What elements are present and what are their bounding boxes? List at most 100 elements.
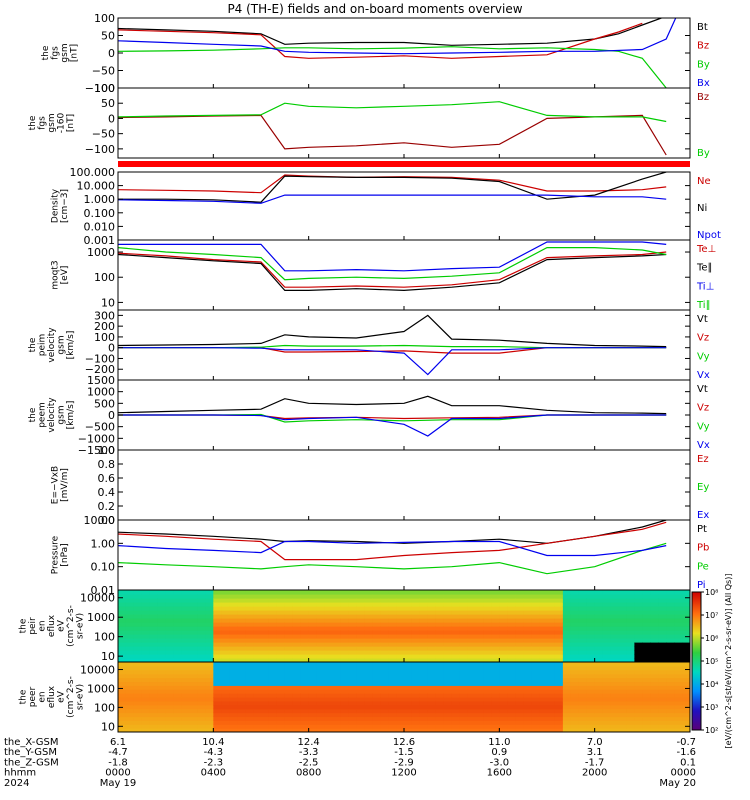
spectrogram-cell [602, 700, 612, 706]
spectrogram-cell [364, 720, 373, 725]
spectrogram-cell [245, 712, 254, 718]
spectrogram-cell [523, 650, 532, 655]
spectrogram-cell [141, 685, 151, 690]
spectrogram-cell [276, 720, 286, 725]
spectrogram-cell [237, 590, 246, 595]
spectrogram-cell [356, 630, 365, 635]
spectrogram-cell [237, 634, 246, 639]
spectrogram-cell [213, 598, 222, 603]
spectrogram-cell [507, 654, 516, 659]
spectrogram-cell [586, 634, 596, 639]
spectrogram-cell [157, 728, 167, 732]
x-row-value: 0800 [296, 768, 321, 779]
spectrogram-cell [419, 673, 429, 679]
spectrogram-cell [578, 622, 588, 627]
spectrogram-cell [459, 673, 469, 679]
spectrogram-cell [165, 689, 175, 694]
spectrogram-cell [173, 662, 183, 667]
x-row-value: -3.0 [490, 757, 510, 768]
spectrogram-cell [443, 658, 453, 662]
spectrogram-cell [443, 665, 453, 671]
spectrogram-cell [602, 693, 612, 698]
spectrogram-cell [642, 602, 651, 607]
spectrogram-cell [173, 728, 183, 732]
spectrogram-cell [229, 654, 238, 659]
spectrogram-cell [682, 626, 690, 631]
spectrogram-cell [149, 724, 159, 729]
spectrogram-cell [411, 708, 421, 714]
spectrogram-cell [340, 650, 349, 655]
spectrogram-cell [380, 602, 389, 607]
spectrogram-cell [213, 622, 222, 627]
spectrogram-cell [515, 724, 524, 729]
spectrogram-cell [380, 634, 389, 639]
spectrogram-cell [674, 642, 683, 647]
y-tick-label: 0.001 [84, 234, 116, 247]
spectrogram-cell [578, 665, 588, 671]
spectrogram-cell [610, 598, 620, 603]
spectrogram-cell [348, 606, 357, 611]
spectrogram-cell [261, 728, 270, 732]
spectrogram-cell [372, 598, 381, 603]
spectrogram-cell [507, 646, 516, 651]
spectrogram-cell [245, 646, 254, 651]
spectrogram-cell [554, 665, 564, 671]
spectrogram-cell [443, 630, 453, 635]
spectrogram-cell [237, 689, 246, 694]
spectrogram-cell [674, 650, 683, 655]
spectrogram-cell [205, 610, 214, 615]
spectrogram-cell [610, 700, 620, 706]
spectrogram-cell [499, 646, 508, 651]
spectrogram-cell [189, 650, 199, 655]
spectrogram-cell [451, 685, 461, 690]
spectrogram-cell [658, 606, 667, 611]
spectrogram-cell [229, 665, 238, 671]
spectrogram-cell [205, 689, 214, 694]
spectrogram-cells [118, 590, 690, 662]
spectrogram-cell [316, 590, 326, 595]
spectrogram-cell [539, 658, 548, 662]
spectrogram-cell [507, 598, 516, 603]
spectrogram-cell [372, 685, 381, 690]
spectrogram-cell [133, 677, 143, 683]
spectrogram-cell [674, 708, 683, 714]
spectrogram-cell [459, 654, 469, 659]
spectrogram-cell [539, 594, 548, 599]
spectrogram-cell [674, 654, 683, 659]
spectrogram-cell [562, 622, 572, 627]
spectrogram-cell [388, 646, 397, 651]
spectrogram-cell [165, 720, 175, 725]
spectrogram-cell [308, 642, 318, 647]
spectrogram-cell [229, 590, 238, 595]
spectrogram-cell [237, 638, 246, 643]
spectrogram-cell [149, 590, 159, 595]
spectrogram-cell [197, 642, 206, 647]
spectrogram-cell [650, 590, 659, 595]
spectrogram-cell [674, 697, 683, 702]
spectrogram-cell [435, 662, 445, 667]
y-axis-label-line: gsm [47, 113, 57, 132]
spectrogram-cell [396, 618, 405, 623]
y-tick-label: 50 [101, 97, 115, 110]
spectrogram-cell [435, 594, 445, 599]
y-axis-label: thefgsgsm-160[nT] [28, 113, 76, 134]
spectrogram-cell [149, 693, 159, 698]
spectrogram-cell [189, 720, 199, 725]
spectrogram-cell [348, 693, 357, 698]
spectrogram-cell [332, 654, 342, 659]
spectrogram-cell [435, 618, 445, 623]
spectrogram-cell [197, 618, 206, 623]
x-row-value: 0400 [201, 768, 226, 779]
spectrogram-cell [682, 598, 690, 603]
spectrogram-cell [491, 712, 500, 718]
spectrogram-cell [459, 642, 469, 647]
spectrogram-cell [483, 681, 492, 686]
spectrogram-cell [356, 724, 365, 729]
spectrogram-cell [380, 720, 389, 725]
spectrogram-cell [125, 646, 135, 651]
spectrogram-cell [562, 646, 572, 651]
spectrogram-cell [562, 693, 572, 698]
spectrogram-cell [539, 693, 548, 698]
spectrogram-cell [229, 626, 238, 631]
spectrogram-cell [570, 626, 580, 631]
